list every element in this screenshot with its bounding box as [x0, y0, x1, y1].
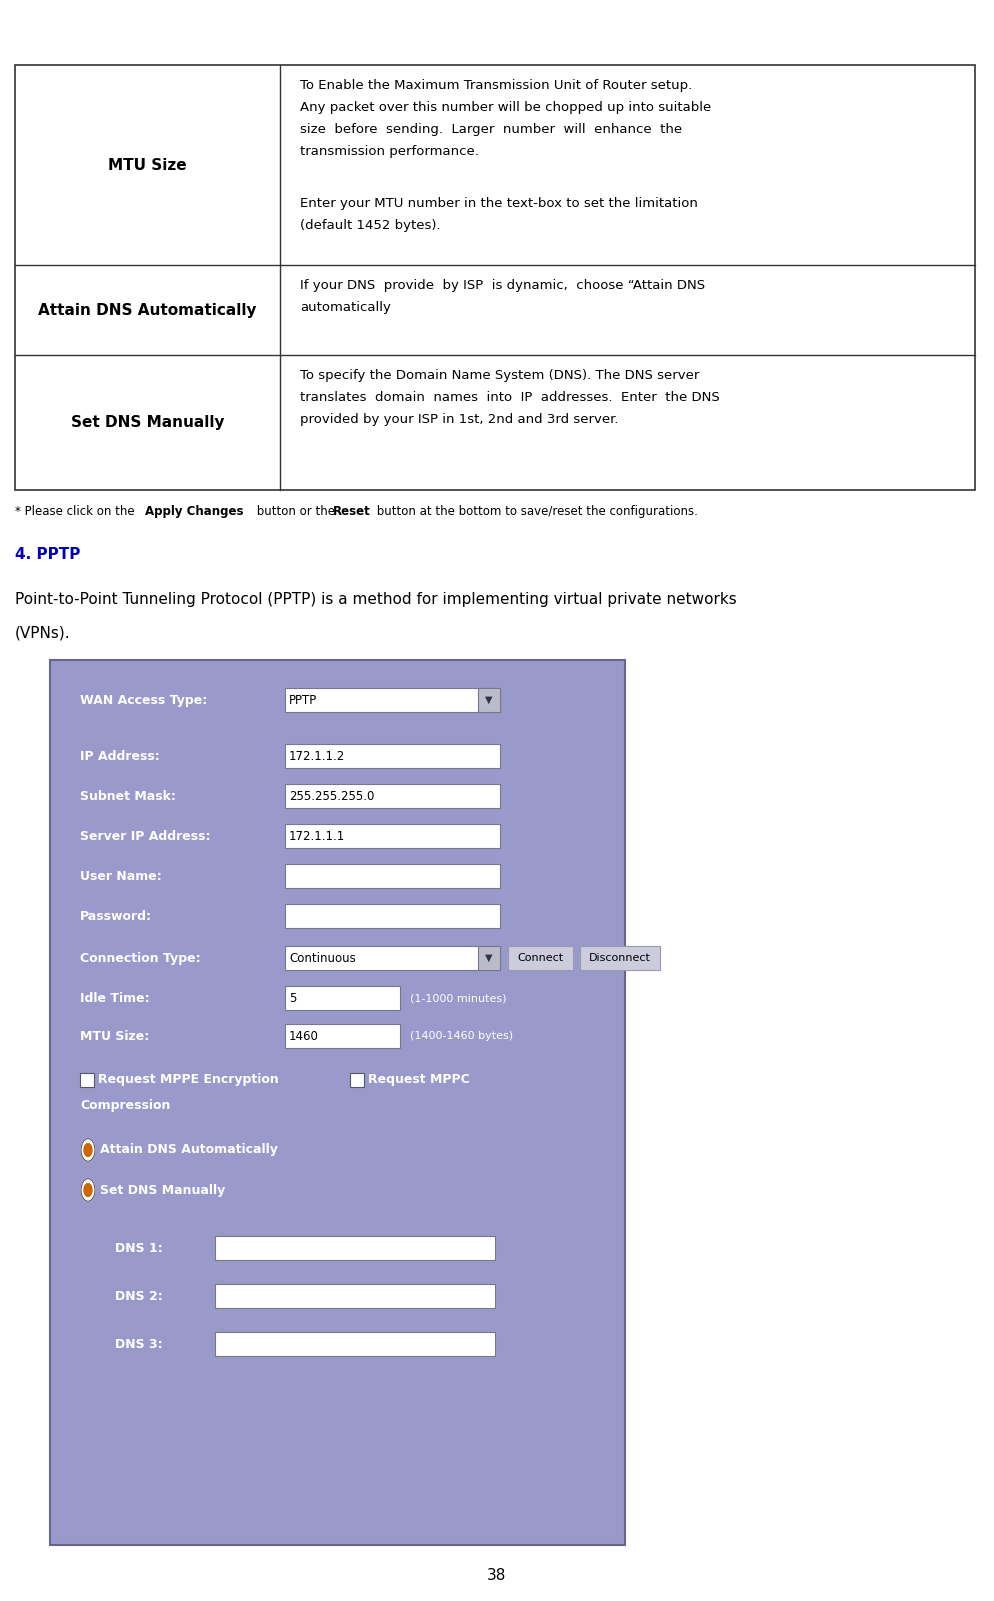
Bar — [285, 986, 400, 1010]
Text: Server IP Address:: Server IP Address: — [80, 829, 211, 842]
Text: Request MPPC: Request MPPC — [368, 1074, 470, 1087]
Text: Set DNS Manually: Set DNS Manually — [71, 415, 225, 431]
Bar — [15, 66, 975, 490]
Bar — [285, 905, 500, 929]
Text: Connect: Connect — [517, 953, 563, 962]
Bar — [285, 825, 500, 849]
Bar — [508, 946, 573, 970]
Text: Password:: Password: — [80, 909, 152, 922]
Text: (1-1000 minutes): (1-1000 minutes) — [410, 993, 507, 1002]
Text: transmission performance.: transmission performance. — [300, 146, 479, 158]
Text: translates  domain  names  into  IP  addresses.  Enter  the DNS: translates domain names into IP addresse… — [300, 391, 720, 403]
Circle shape — [81, 1178, 95, 1201]
Text: Point-to-Point Tunneling Protocol (PPTP) is a method for implementing virtual pr: Point-to-Point Tunneling Protocol (PPTP)… — [15, 592, 737, 607]
Bar — [50, 660, 625, 1545]
Bar — [285, 744, 500, 768]
Text: MTU Size: MTU Size — [108, 157, 187, 173]
Circle shape — [84, 1143, 92, 1156]
Text: button or the: button or the — [253, 504, 339, 519]
Circle shape — [84, 1183, 92, 1196]
Text: 172.1.1.2: 172.1.1.2 — [289, 749, 345, 762]
Text: 255.255.255.0: 255.255.255.0 — [289, 789, 375, 802]
Text: Attain DNS Automatically: Attain DNS Automatically — [38, 303, 256, 317]
Text: Wireless 11n 1T1R Travel Router: Wireless 11n 1T1R Travel Router — [498, 11, 984, 38]
Text: Disconnect: Disconnect — [589, 953, 651, 962]
Text: 4. PPTP: 4. PPTP — [15, 548, 81, 562]
Bar — [215, 1332, 495, 1356]
Text: ▼: ▼ — [485, 695, 493, 704]
Bar — [80, 1073, 94, 1087]
Text: MTU Size:: MTU Size: — [80, 1029, 149, 1042]
Bar — [215, 1236, 495, 1260]
Text: Connection Type:: Connection Type: — [80, 951, 201, 964]
Text: User Name:: User Name: — [80, 869, 162, 882]
Text: Reset: Reset — [333, 504, 371, 519]
Text: (1400-1460 bytes): (1400-1460 bytes) — [410, 1031, 513, 1041]
Text: Attain DNS Automatically: Attain DNS Automatically — [100, 1143, 278, 1156]
Bar — [350, 1073, 364, 1087]
Bar — [285, 946, 500, 970]
Bar — [285, 784, 500, 809]
Text: button at the bottom to save/reset the configurations.: button at the bottom to save/reset the c… — [373, 504, 698, 519]
Bar — [478, 946, 500, 970]
Text: (VPNs).: (VPNs). — [15, 624, 71, 640]
Text: PPTP: PPTP — [289, 693, 317, 706]
Text: automatically: automatically — [300, 301, 391, 314]
Text: Apply Changes: Apply Changes — [145, 504, 244, 519]
Text: DNS 2:: DNS 2: — [115, 1289, 163, 1303]
Text: Enter your MTU number in the text-box to set the limitation: Enter your MTU number in the text-box to… — [300, 197, 698, 210]
Bar — [285, 1025, 400, 1049]
Bar — [285, 688, 500, 712]
Bar — [285, 865, 500, 889]
Text: If your DNS  provide  by ISP  is dynamic,  choose “Attain DNS: If your DNS provide by ISP is dynamic, c… — [300, 279, 705, 291]
Text: Compression: Compression — [80, 1100, 170, 1113]
Text: provided by your ISP in 1st, 2nd and 3rd server.: provided by your ISP in 1st, 2nd and 3rd… — [300, 413, 618, 426]
Text: ▼: ▼ — [485, 953, 493, 962]
Text: Continuous: Continuous — [289, 951, 356, 964]
Text: size  before  sending.  Larger  number  will  enhance  the: size before sending. Larger number will … — [300, 123, 682, 136]
Text: Idle Time:: Idle Time: — [80, 991, 150, 1004]
Text: IP Address:: IP Address: — [80, 749, 160, 762]
Text: DNS 3:: DNS 3: — [115, 1337, 163, 1351]
Text: Set DNS Manually: Set DNS Manually — [100, 1183, 226, 1196]
Text: (default 1452 bytes).: (default 1452 bytes). — [300, 219, 440, 232]
Circle shape — [81, 1138, 95, 1161]
Bar — [215, 1284, 495, 1308]
Text: Subnet Mask:: Subnet Mask: — [80, 789, 176, 802]
Text: WAN Access Type:: WAN Access Type: — [80, 693, 208, 706]
Text: 172.1.1.1: 172.1.1.1 — [289, 829, 345, 842]
Text: To specify the Domain Name System (DNS). The DNS server: To specify the Domain Name System (DNS).… — [300, 368, 700, 383]
Bar — [580, 946, 660, 970]
Text: Any packet over this number will be chopped up into suitable: Any packet over this number will be chop… — [300, 101, 712, 114]
Text: To Enable the Maximum Transmission Unit of Router setup.: To Enable the Maximum Transmission Unit … — [300, 78, 692, 91]
Text: 38: 38 — [487, 1567, 507, 1582]
Text: DNS 1:: DNS 1: — [115, 1241, 163, 1255]
Text: 1460: 1460 — [289, 1029, 319, 1042]
Bar — [478, 688, 500, 712]
Text: * Please click on the: * Please click on the — [15, 504, 138, 519]
Text: 5: 5 — [289, 991, 296, 1004]
Text: Request MPPE Encryption: Request MPPE Encryption — [98, 1074, 278, 1087]
